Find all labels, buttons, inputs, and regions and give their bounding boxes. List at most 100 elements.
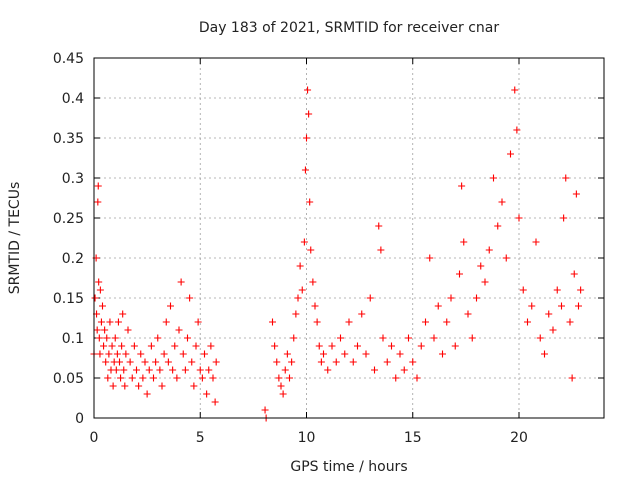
data-point xyxy=(198,374,206,382)
data-point xyxy=(203,390,211,398)
data-point xyxy=(292,310,300,318)
data-point xyxy=(196,366,204,374)
data-point xyxy=(271,342,279,350)
data-point xyxy=(152,358,160,366)
data-point xyxy=(379,334,387,342)
data-point xyxy=(154,334,162,342)
data-point xyxy=(124,326,132,334)
data-point xyxy=(186,294,194,302)
data-point xyxy=(558,302,565,310)
data-point xyxy=(277,382,285,390)
data-point xyxy=(362,350,370,358)
x-tick-label: 15 xyxy=(404,430,422,446)
data-point xyxy=(458,182,466,190)
data-point xyxy=(422,318,429,326)
data-point xyxy=(281,366,289,374)
data-point xyxy=(430,334,438,342)
data-point xyxy=(205,366,213,374)
data-point xyxy=(194,318,202,326)
data-point xyxy=(184,334,191,342)
data-point xyxy=(171,342,179,350)
data-point xyxy=(133,366,140,374)
data-point xyxy=(101,326,109,334)
data-point xyxy=(112,366,120,374)
data-point xyxy=(439,350,446,358)
data-point xyxy=(147,342,155,350)
data-point xyxy=(481,278,489,286)
chart-title: Day 183 of 2021, SRMTID for receiver cna… xyxy=(199,20,500,36)
data-point xyxy=(106,318,114,326)
data-point xyxy=(468,334,476,342)
data-point xyxy=(528,302,536,310)
data-point xyxy=(91,294,99,302)
data-point xyxy=(201,350,208,358)
data-point xyxy=(388,342,395,350)
y-tick-label: 0.05 xyxy=(53,371,84,387)
data-point xyxy=(192,342,200,350)
data-point xyxy=(328,342,336,350)
data-point xyxy=(94,182,102,190)
data-point xyxy=(313,318,321,326)
data-point xyxy=(167,302,174,310)
data-point xyxy=(188,358,196,366)
data-point xyxy=(135,382,143,390)
data-point xyxy=(113,350,121,358)
x-tick-label: 10 xyxy=(298,430,316,446)
data-point xyxy=(156,366,164,374)
data-point xyxy=(354,342,361,350)
data-point xyxy=(100,342,108,350)
data-point xyxy=(515,214,523,222)
data-point xyxy=(532,238,540,246)
y-tick-label: 0.1 xyxy=(62,331,84,347)
data-point xyxy=(139,374,147,382)
data-point xyxy=(269,318,276,326)
data-point xyxy=(405,334,412,342)
data-point xyxy=(507,150,514,158)
data-point xyxy=(400,366,408,374)
data-point xyxy=(209,374,217,382)
data-point xyxy=(164,358,172,366)
data-point xyxy=(126,358,134,366)
data-point xyxy=(93,326,101,334)
data-point xyxy=(122,350,130,358)
data-point xyxy=(181,366,189,374)
y-tick-label: 0 xyxy=(75,411,84,427)
data-point xyxy=(160,350,168,358)
data-point xyxy=(96,350,104,358)
x-axis-label: GPS time / hours xyxy=(290,459,407,475)
data-point xyxy=(211,398,219,406)
data-point xyxy=(311,302,319,310)
data-point xyxy=(545,310,553,318)
grid xyxy=(94,58,604,418)
data-point xyxy=(490,174,497,182)
data-point xyxy=(396,350,404,358)
data-point xyxy=(568,374,576,382)
data-point xyxy=(94,198,102,206)
data-point xyxy=(102,358,110,366)
data-point xyxy=(275,374,283,382)
data-point xyxy=(417,342,425,350)
data-point xyxy=(99,302,106,310)
data-point xyxy=(104,374,112,382)
data-point xyxy=(464,310,472,318)
data-point xyxy=(306,198,314,206)
data-point xyxy=(294,294,302,302)
data-point xyxy=(513,126,521,134)
data-point xyxy=(261,406,269,414)
data-point xyxy=(572,190,580,198)
data-point xyxy=(375,222,383,230)
data-point xyxy=(502,254,510,262)
data-point xyxy=(473,294,480,302)
data-point xyxy=(456,270,463,278)
data-point xyxy=(111,334,119,342)
x-tick-label: 5 xyxy=(196,430,205,446)
data-point xyxy=(341,350,349,358)
data-point xyxy=(305,110,313,118)
data-point xyxy=(290,334,298,342)
data-point xyxy=(570,270,578,278)
data-point xyxy=(549,326,557,334)
data-point xyxy=(190,382,198,390)
data-point xyxy=(562,174,570,182)
data-point xyxy=(117,374,125,382)
